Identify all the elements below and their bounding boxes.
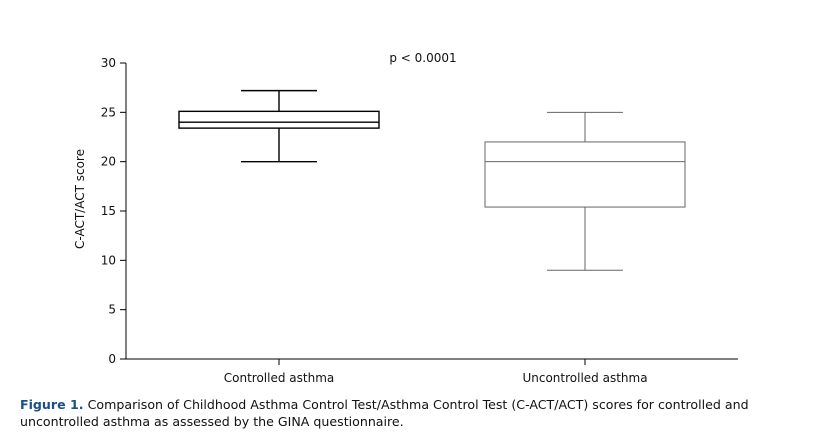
p-value-annotation: p < 0.0001 (389, 51, 456, 65)
x-tick-label-0: Controlled asthma (224, 371, 334, 385)
box-controlled (178, 89, 380, 163)
labels: 0 5 10 15 20 25 30 Controlled asthma Uncontrolle… (73, 51, 648, 385)
figure-caption: Figure 1. Comparison of Childhood Asthma… (20, 396, 810, 430)
y-tick-label-10: 10 (101, 253, 116, 267)
caption-text: Comparison of Childhood Asthma Control T… (20, 397, 749, 429)
box-uncontrolled (484, 111, 686, 271)
axes (120, 62, 738, 365)
iqr-box (484, 141, 686, 208)
y-tick-label-0: 0 (108, 352, 116, 366)
y-tick-label-15: 15 (101, 204, 116, 218)
boxes (178, 89, 686, 271)
box-plot-chart: 0 5 10 15 20 25 30 Controlled asthma Uncontrolle… (73, 51, 738, 385)
y-tick-label-20: 20 (101, 155, 116, 169)
caption-label: Figure 1. (20, 397, 84, 412)
y-axis-label: C-ACT/ACT score (73, 149, 87, 249)
iqr-box (178, 110, 380, 129)
y-tick-label-25: 25 (101, 105, 116, 119)
y-tick-label-5: 5 (108, 303, 116, 317)
y-tick-label-30: 30 (101, 56, 116, 70)
x-tick-label-1: Uncontrolled asthma (522, 371, 647, 385)
